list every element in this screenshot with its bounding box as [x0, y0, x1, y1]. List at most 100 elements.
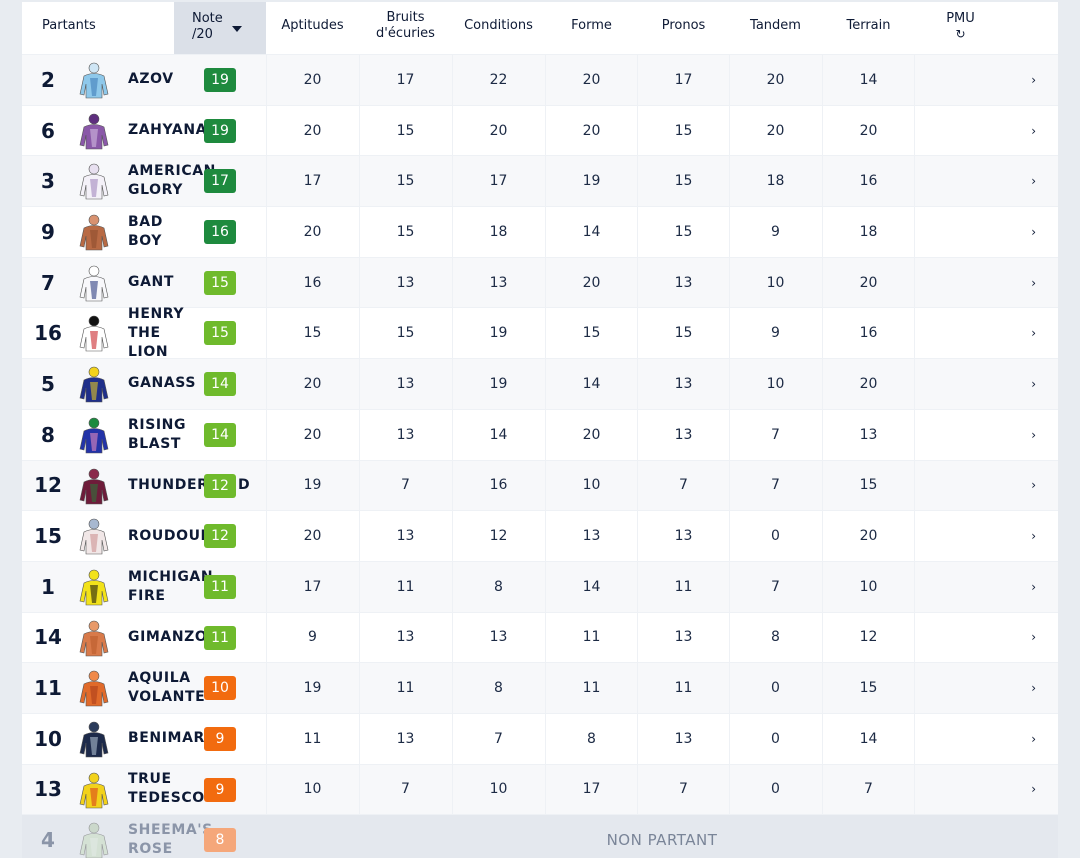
chevron-right-icon[interactable]: ›: [1031, 174, 1036, 189]
refresh-icon: ↻: [955, 27, 966, 41]
runner-name[interactable]: THUNDERS: [128, 476, 220, 493]
chevron-right-icon[interactable]: ›: [1031, 326, 1036, 341]
header-aptitudes-label: Aptitudes: [281, 18, 344, 33]
chevron-right-icon[interactable]: ›: [1031, 72, 1036, 87]
runner-name[interactable]: RISING BLAST: [128, 416, 187, 452]
note-badge: 16: [204, 220, 236, 245]
table-row[interactable]: 7 GANT 15 16 13 13 20 13 10 20 ›: [22, 256, 1058, 308]
runner-name[interactable]: ZAHYANA: [128, 122, 208, 139]
score-tandem: 0: [771, 730, 780, 747]
table-row[interactable]: 13 TRUE TEDESCO 9 10 7 10 17 7 0 7 ›: [22, 763, 1058, 815]
runner-name[interactable]: ROUDOUD: [128, 527, 213, 544]
table-row[interactable]: 11 AQUILA VOLANTE 10 19 11 8 11 11 0 15 ›: [22, 662, 1058, 713]
score-conditions: 20: [489, 122, 508, 139]
column-divider: [822, 409, 823, 460]
score-tandem: 10: [766, 274, 785, 291]
header-bruits[interactable]: Bruits d'écuries: [359, 2, 452, 54]
runner-name[interactable]: AQUILA VOLANTE: [128, 670, 206, 706]
runner-name[interactable]: BAD BOY: [128, 213, 163, 249]
column-divider: [452, 713, 453, 764]
runner-number: 3: [41, 169, 55, 194]
header-pmu-label: PMU: [946, 11, 975, 26]
score-forme: 14: [582, 578, 601, 595]
chevron-right-icon[interactable]: ›: [1031, 681, 1036, 696]
table-row[interactable]: 3 AMERICAN GLORY 17 17 15 17 19 15 18 16 ›: [22, 155, 1058, 207]
score-aptitudes: 15: [303, 325, 322, 342]
header-terrain[interactable]: Terrain: [822, 2, 915, 54]
score-tandem: 7: [771, 477, 780, 494]
table-row[interactable]: 2 AZOV 19 20 17 22 20 17 20 14 ›: [22, 54, 1058, 105]
table-row[interactable]: 12 THUNDERS 12 D 19 7 16 10 7 7 15 ›: [22, 459, 1058, 511]
note-badge: 12: [204, 524, 236, 549]
jockey-silk-icon: [78, 822, 110, 858]
header-partants[interactable]: Partants: [42, 18, 96, 33]
chevron-right-icon[interactable]: ›: [1031, 630, 1036, 645]
chevron-right-icon[interactable]: ›: [1031, 782, 1036, 797]
header-note-sort[interactable]: Note /20: [174, 2, 266, 54]
score-pronos: 15: [674, 325, 693, 342]
header-pronos[interactable]: Pronos: [637, 2, 730, 54]
note-badge: 11: [204, 574, 236, 599]
runner-name[interactable]: GANASS: [128, 375, 197, 392]
runner-number: 6: [41, 118, 55, 143]
table-row[interactable]: 6 ZAHYANA 19 20 15 20 20 15 20 20 ›: [22, 104, 1058, 156]
runner-name[interactable]: AMERICAN GLORY: [128, 163, 216, 199]
header-tandem[interactable]: Tandem: [729, 2, 822, 54]
table-row[interactable]: 9 BAD BOY 16 20 15 18 14 15 9 18 ›: [22, 206, 1058, 257]
chevron-right-icon[interactable]: ›: [1031, 579, 1036, 594]
jockey-silk-icon: [78, 417, 110, 455]
column-divider: [637, 460, 638, 511]
table-row[interactable]: 5 GANASS 14 20 13 19 14 13 10 20 ›: [22, 358, 1058, 409]
column-divider: [822, 561, 823, 612]
chevron-right-icon[interactable]: ›: [1031, 224, 1036, 239]
score-terrain: 14: [859, 71, 878, 88]
chevron-right-icon[interactable]: ›: [1031, 478, 1036, 493]
score-bruits: 11: [396, 680, 415, 697]
chevron-right-icon[interactable]: ›: [1031, 427, 1036, 442]
header-pmu[interactable]: PMU ↻: [914, 2, 1007, 54]
table-row-non-partant[interactable]: 4 SHEEMA'S ROSE 8 NON PARTANT: [22, 814, 1058, 858]
score-aptitudes: 20: [303, 426, 322, 443]
table-row[interactable]: 15 ROUDOUD 12 20 13 12 13 13 0 20 ›: [22, 510, 1058, 561]
runner-name[interactable]: TRUE TEDESCO: [128, 771, 205, 807]
runner-name[interactable]: SHEEMA'S ROSE: [128, 822, 213, 858]
table-row[interactable]: 14 GIMANZOR 11 9 13 13 11 13 8 12 ›: [22, 611, 1058, 663]
column-divider: [359, 308, 360, 359]
score-aptitudes: 19: [303, 477, 322, 494]
sort-caret-icon[interactable]: [232, 26, 242, 32]
runner-name[interactable]: GIMANZOR: [128, 628, 219, 645]
chevron-right-icon[interactable]: ›: [1031, 529, 1036, 544]
runner-number: 10: [34, 726, 62, 751]
table-row[interactable]: 1 MICHIGAN FIRE 11 17 11 8 14 11 7 10 ›: [22, 560, 1058, 612]
header-forme[interactable]: Forme: [545, 2, 638, 54]
chevron-right-icon[interactable]: ›: [1031, 123, 1036, 138]
score-tandem: 8: [771, 629, 780, 646]
score-tandem: 9: [771, 325, 780, 342]
chevron-right-icon[interactable]: ›: [1031, 275, 1036, 290]
runner-name[interactable]: MICHIGAN FIRE: [128, 568, 214, 604]
table-row[interactable]: 16 HENRY THE LION 15 15 15 19 15 15 9 16 ›: [22, 305, 1058, 360]
runner-name[interactable]: HENRY THE LION: [128, 305, 185, 360]
runner-number: 1: [41, 574, 55, 599]
score-terrain: 20: [859, 122, 878, 139]
jockey-silk-icon: [78, 772, 110, 810]
header-conditions[interactable]: Conditions: [452, 2, 545, 54]
chevron-right-icon[interactable]: ›: [1031, 731, 1036, 746]
column-divider: [729, 55, 730, 105]
runner-name[interactable]: AZOV: [128, 71, 174, 88]
runner-name[interactable]: BENIMARU: [128, 730, 217, 747]
jockey-silk-icon: [78, 315, 110, 353]
column-divider: [266, 612, 267, 663]
runner-name[interactable]: GANT: [128, 274, 174, 291]
note-badge: 19: [204, 118, 236, 143]
column-divider: [729, 663, 730, 713]
score-tandem: 9: [771, 223, 780, 240]
header-aptitudes[interactable]: Aptitudes: [266, 2, 359, 54]
table-row[interactable]: 10 BENIMARU 9 11 13 7 8 13 0 14 ›: [22, 712, 1058, 764]
score-pronos: 13: [674, 730, 693, 747]
score-pronos: 15: [674, 122, 693, 139]
column-divider: [822, 55, 823, 105]
table-row[interactable]: 8 RISING BLAST 14 20 13 14 20 13 7 13 ›: [22, 408, 1058, 460]
chevron-right-icon[interactable]: ›: [1031, 376, 1036, 391]
score-bruits: 7: [401, 781, 410, 798]
